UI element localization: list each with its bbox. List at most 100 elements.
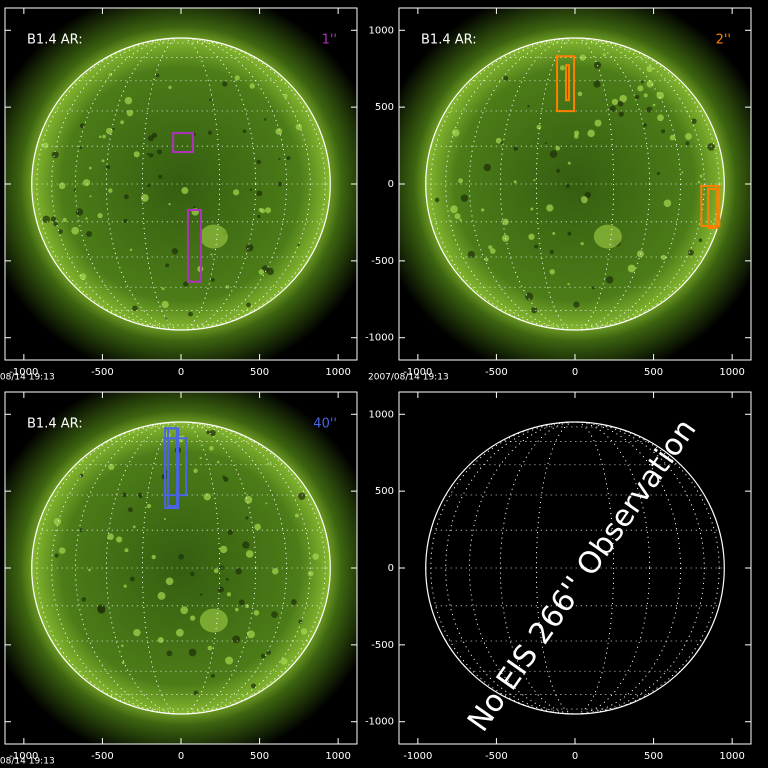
bright-point: [579, 54, 586, 61]
x-tick-label: -1000: [403, 751, 432, 762]
bright-point: [459, 218, 462, 222]
bright-point: [687, 249, 694, 256]
bright-point: [245, 243, 254, 252]
bright-point: [223, 476, 229, 482]
bright-point: [209, 98, 212, 102]
bright-point: [146, 183, 151, 188]
bright-point: [193, 206, 196, 209]
bright-point: [85, 217, 88, 220]
bright-point: [213, 568, 219, 574]
bright-point: [577, 91, 583, 97]
bright-point: [549, 249, 554, 255]
x-tick-label: -1000: [9, 751, 38, 762]
bright-point: [544, 141, 547, 145]
bright-point: [188, 648, 197, 657]
bright-point: [660, 129, 666, 134]
bright-point: [79, 123, 85, 129]
bright-point: [611, 98, 619, 105]
bright-point: [246, 302, 251, 308]
bright-point: [280, 657, 288, 665]
bright-point: [594, 119, 602, 127]
meridian: [469, 37, 681, 331]
bright-point: [663, 199, 672, 207]
y-tick-label: -500: [371, 256, 394, 267]
meridian: [469, 421, 681, 715]
bright-point: [652, 103, 656, 107]
bright-point: [97, 212, 103, 219]
meridian: [75, 37, 287, 331]
bright-point: [108, 72, 113, 77]
bright-point: [222, 81, 228, 87]
bright-point: [209, 446, 214, 451]
bright-point: [171, 247, 179, 255]
bright-point: [216, 460, 220, 464]
bright-point: [634, 94, 640, 100]
bright-point: [646, 65, 653, 73]
solar-disk: [31, 37, 331, 331]
bright-point: [132, 305, 138, 312]
bright-point: [253, 610, 260, 616]
bright-point: [120, 120, 124, 125]
bright-point: [82, 179, 91, 187]
bright-point: [121, 661, 125, 665]
bright-point: [175, 628, 184, 637]
limb: [425, 37, 725, 331]
bright-point: [467, 250, 475, 259]
bright-point: [247, 630, 255, 639]
bright-point: [300, 628, 308, 635]
bright-point: [140, 194, 149, 202]
active-region: [593, 224, 622, 249]
panel-label: B1.4 AR:: [27, 33, 83, 48]
bright-point: [165, 263, 170, 268]
bright-point: [190, 615, 196, 621]
x-tick-label: 0: [572, 751, 578, 762]
bright-point: [699, 174, 703, 178]
bright-point: [105, 127, 113, 135]
bright-point: [660, 254, 667, 260]
limb: [31, 421, 331, 715]
bright-point: [158, 174, 163, 179]
solar-disk: [31, 421, 331, 715]
bright-point: [503, 75, 509, 81]
bright-point: [264, 207, 272, 214]
bright-point: [122, 492, 127, 498]
bright-point: [450, 205, 458, 214]
bright-point: [593, 61, 602, 69]
bright-point: [527, 104, 530, 108]
bright-point: [123, 194, 129, 200]
bright-point: [567, 231, 572, 236]
bright-point: [591, 286, 596, 290]
y-tick-label: 0: [388, 563, 394, 574]
bright-point: [166, 650, 173, 657]
bright-point: [297, 243, 301, 246]
bright-point: [168, 202, 171, 206]
bright-point: [291, 599, 297, 605]
bright-point: [656, 171, 660, 176]
bright-point: [256, 159, 261, 165]
bright-point: [295, 123, 303, 131]
bright-point: [567, 161, 571, 165]
bright-point: [163, 517, 166, 521]
bright-point: [434, 197, 440, 203]
bright-point: [193, 690, 199, 696]
x-tick-label: -500: [485, 367, 508, 378]
bright-point: [266, 462, 270, 466]
bright-point: [643, 123, 647, 128]
active-region: [199, 608, 228, 633]
bright-point: [127, 507, 133, 513]
bright-point: [278, 157, 281, 161]
bright-point: [584, 191, 591, 199]
bright-point: [685, 132, 692, 140]
bright-point: [190, 571, 195, 577]
bright-point: [133, 151, 140, 158]
bright-point: [79, 273, 87, 280]
bright-point: [101, 159, 105, 163]
bright-point: [225, 285, 230, 289]
bright-point: [530, 306, 538, 314]
bright-point: [646, 80, 654, 88]
bright-point: [283, 93, 288, 99]
bright-point: [263, 118, 267, 121]
bright-point: [488, 245, 493, 250]
bright-point: [250, 683, 257, 689]
eis-raster: [186, 208, 202, 283]
